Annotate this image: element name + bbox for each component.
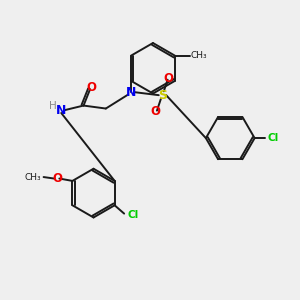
Text: N: N <box>126 86 136 99</box>
Text: S: S <box>158 89 167 102</box>
Text: O: O <box>164 72 174 85</box>
Text: O: O <box>151 105 161 118</box>
Text: Cl: Cl <box>127 210 138 220</box>
Text: Cl: Cl <box>267 133 279 143</box>
Text: O: O <box>86 81 96 94</box>
Text: N: N <box>56 103 66 116</box>
Text: O: O <box>52 172 62 185</box>
Text: CH₃: CH₃ <box>191 51 208 60</box>
Text: CH₃: CH₃ <box>25 172 41 182</box>
Text: H: H <box>49 101 57 112</box>
